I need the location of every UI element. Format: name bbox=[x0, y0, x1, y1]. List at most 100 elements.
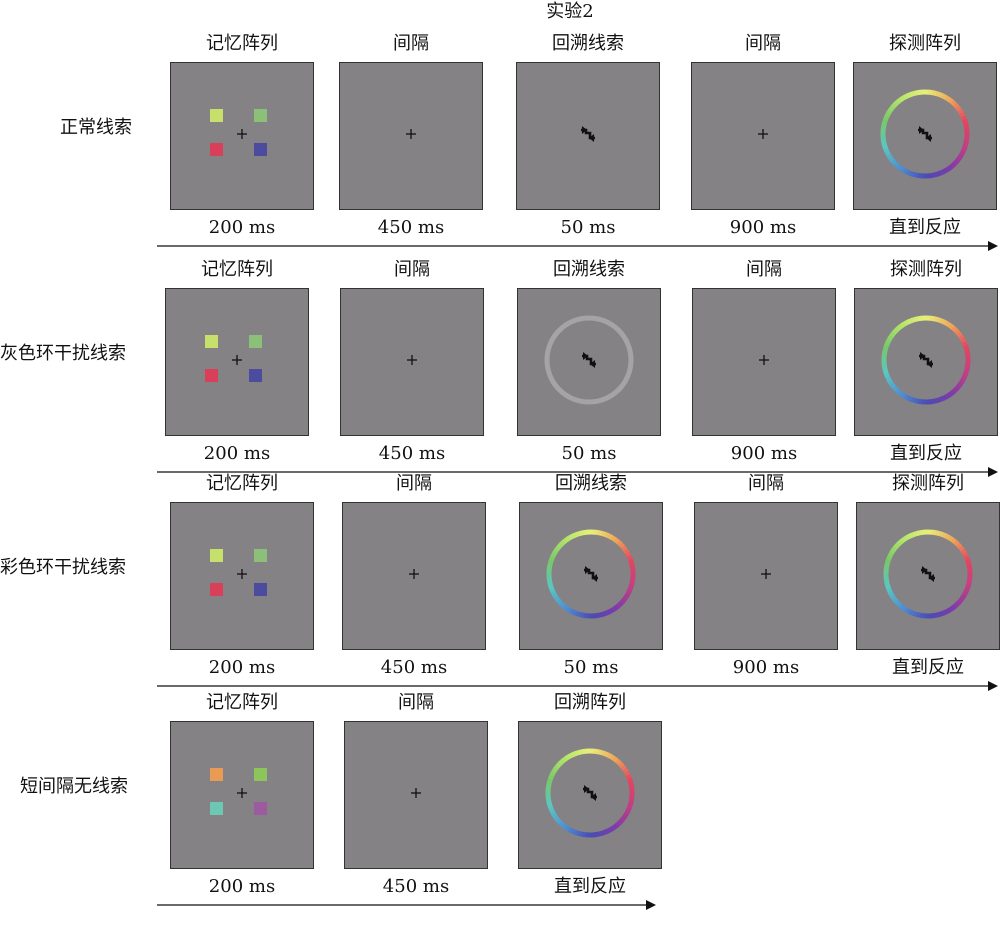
fixation-cross-icon bbox=[237, 788, 247, 798]
memory-square-bottom-right bbox=[254, 802, 267, 815]
retro-cue-arrows-icon bbox=[921, 566, 935, 582]
fixation-cross-icon bbox=[759, 355, 769, 365]
frame-label: 间隔 bbox=[745, 33, 781, 54]
frame-duration: 50 ms bbox=[561, 443, 617, 464]
retro-cue-arrows-icon bbox=[582, 352, 596, 368]
frame-label: 间隔 bbox=[748, 473, 784, 494]
memory-square-bottom-left bbox=[210, 583, 223, 596]
frame-label: 间隔 bbox=[393, 33, 429, 54]
frame-label: 记忆阵列 bbox=[206, 473, 278, 494]
stimulus-screen bbox=[691, 62, 835, 210]
color-wheel bbox=[880, 89, 970, 179]
color-wheel bbox=[883, 529, 973, 619]
stimulus-graphic bbox=[546, 529, 636, 619]
fixation-cross-icon bbox=[407, 355, 417, 365]
memory-square-bottom-left bbox=[210, 143, 223, 156]
stimulus-screen bbox=[856, 502, 1000, 650]
memory-square-top-left bbox=[210, 549, 223, 562]
stimulus-graphic bbox=[210, 768, 267, 815]
memory-square-bottom-left bbox=[205, 369, 218, 382]
retro-cue-arrows-icon bbox=[581, 126, 595, 142]
memory-square-bottom-right bbox=[254, 583, 267, 596]
stimulus-screen bbox=[694, 502, 838, 650]
stimulus-screen bbox=[344, 721, 488, 869]
stimulus-screen bbox=[692, 288, 836, 436]
memory-square-top-left bbox=[205, 335, 218, 348]
stimulus-screen bbox=[339, 62, 483, 210]
frame-label: 探测阵列 bbox=[892, 473, 964, 494]
timeline-arrow bbox=[157, 681, 998, 691]
arrowhead-icon bbox=[988, 681, 998, 691]
fixation-cross-icon bbox=[237, 129, 247, 139]
stimulus-graphic bbox=[210, 109, 267, 156]
frame-duration: 900 ms bbox=[732, 657, 800, 678]
fixation-cross-icon bbox=[237, 569, 247, 579]
condition-label: 短间隔无线索 bbox=[20, 776, 128, 797]
fixation-cross-icon bbox=[758, 129, 768, 139]
stimulus-screen bbox=[518, 721, 662, 869]
color-wheel bbox=[881, 315, 971, 405]
timeline-arrow bbox=[157, 467, 998, 477]
stimulus-graphic bbox=[205, 335, 262, 382]
gray-ring bbox=[544, 315, 634, 405]
frame-duration: 直到反应 bbox=[889, 217, 961, 238]
memory-square-bottom-right bbox=[254, 143, 267, 156]
frame-label: 记忆阵列 bbox=[206, 692, 278, 713]
stimulus-screen bbox=[340, 288, 484, 436]
frame-duration: 直到反应 bbox=[890, 443, 962, 464]
memory-square-top-left bbox=[210, 768, 223, 781]
frame-duration: 200 ms bbox=[203, 443, 271, 464]
figure-title: 实验2 bbox=[546, 1, 594, 22]
stimulus-graphic bbox=[758, 129, 768, 139]
retro-cue-arrows-icon bbox=[919, 352, 933, 368]
stimulus-graphic bbox=[210, 549, 267, 596]
timeline-arrow bbox=[157, 241, 998, 251]
frame-label: 间隔 bbox=[746, 259, 782, 280]
retro-cue-arrows-icon bbox=[918, 126, 932, 142]
memory-square-top-left bbox=[210, 109, 223, 122]
frame-label: 回溯阵列 bbox=[554, 692, 626, 713]
frame-duration: 直到反应 bbox=[554, 876, 626, 897]
frame-duration: 200 ms bbox=[208, 657, 276, 678]
stimulus-screen bbox=[165, 288, 309, 436]
frame-duration: 200 ms bbox=[208, 217, 276, 238]
condition-row: 正常线索 记忆阵列 200 ms 间隔 450 ms 回溯线索 50 ms 间隔 900 ms 探… bbox=[0, 33, 1000, 284]
memory-square-top-right bbox=[254, 768, 267, 781]
frame-duration: 450 ms bbox=[382, 876, 450, 897]
color-wheel bbox=[545, 748, 635, 838]
stimulus-screen bbox=[519, 502, 663, 650]
frame-duration: 50 ms bbox=[560, 217, 616, 238]
stimulus-graphic bbox=[544, 315, 634, 405]
frame-label: 记忆阵列 bbox=[206, 33, 278, 54]
stimulus-graphic bbox=[411, 788, 421, 798]
retro-cue-arrows-icon bbox=[584, 566, 598, 582]
frame-label: 间隔 bbox=[394, 259, 430, 280]
fixation-cross-icon bbox=[411, 788, 421, 798]
stimulus-screen bbox=[342, 502, 486, 650]
stimulus-screen bbox=[854, 288, 998, 436]
stimulus-screen bbox=[853, 62, 997, 210]
experiment-figure: 实验2 正常线索 记忆阵列 200 ms 间隔 450 ms 回溯线索 50 ms 间隔 900… bbox=[0, 1, 1000, 910]
frame-label: 回溯线索 bbox=[552, 33, 624, 54]
stimulus-graphic bbox=[409, 569, 419, 579]
frame-label: 探测阵列 bbox=[889, 33, 961, 54]
frame-duration: 450 ms bbox=[377, 217, 445, 238]
memory-square-top-right bbox=[249, 335, 262, 348]
stimulus-graphic bbox=[759, 355, 769, 365]
stimulus-graphic bbox=[761, 569, 771, 579]
arrowhead-icon bbox=[988, 467, 998, 477]
frame-duration: 200 ms bbox=[208, 876, 276, 897]
frame-label: 回溯线索 bbox=[553, 259, 625, 280]
stimulus-graphic bbox=[406, 129, 416, 139]
timeline-arrow bbox=[157, 900, 656, 910]
frame-label: 记忆阵列 bbox=[201, 259, 273, 280]
frame-label: 探测阵列 bbox=[890, 259, 962, 280]
fixation-cross-icon bbox=[409, 569, 419, 579]
condition-label: 彩色环干扰线索 bbox=[0, 557, 126, 578]
memory-square-top-right bbox=[254, 109, 267, 122]
frame-label: 间隔 bbox=[396, 473, 432, 494]
fixation-cross-icon bbox=[406, 129, 416, 139]
frame-duration: 50 ms bbox=[563, 657, 619, 678]
condition-row: 短间隔无线索 记忆阵列 200 ms 间隔 450 ms 回溯阵列 直到反应 bbox=[0, 692, 1000, 943]
color-ring bbox=[546, 529, 636, 619]
